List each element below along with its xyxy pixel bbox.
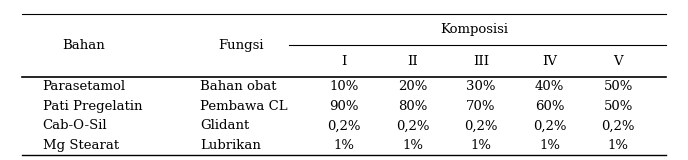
Text: I: I (341, 55, 347, 68)
Text: Bahan: Bahan (62, 39, 105, 52)
Text: 90%: 90% (330, 100, 358, 113)
Text: II: II (407, 55, 418, 68)
Text: 1%: 1% (402, 139, 423, 152)
Text: 20%: 20% (398, 80, 427, 93)
Text: Cab-O-Sil: Cab-O-Sil (43, 120, 107, 132)
Text: 1%: 1% (334, 139, 354, 152)
Text: Mg Stearat: Mg Stearat (43, 139, 118, 152)
Text: Fungsi: Fungsi (219, 39, 264, 52)
Text: 40%: 40% (535, 80, 564, 93)
Text: Komposisi: Komposisi (440, 23, 508, 36)
Text: 0,2%: 0,2% (464, 120, 498, 132)
Text: Glidant: Glidant (200, 120, 249, 132)
Text: 0,2%: 0,2% (327, 120, 361, 132)
Text: 1%: 1% (471, 139, 491, 152)
Text: 0,2%: 0,2% (396, 120, 429, 132)
Text: 80%: 80% (398, 100, 427, 113)
Text: 30%: 30% (466, 80, 496, 93)
Text: V: V (613, 55, 623, 68)
Text: Parasetamol: Parasetamol (43, 80, 126, 93)
Text: 10%: 10% (330, 80, 358, 93)
Text: IV: IV (542, 55, 557, 68)
Text: 1%: 1% (539, 139, 560, 152)
Text: 70%: 70% (466, 100, 496, 113)
Text: 50%: 50% (603, 100, 633, 113)
Text: Lubrikan: Lubrikan (200, 139, 261, 152)
Text: 60%: 60% (535, 100, 564, 113)
Text: 50%: 50% (603, 80, 633, 93)
Text: Bahan obat: Bahan obat (200, 80, 277, 93)
Text: 1%: 1% (608, 139, 629, 152)
Text: III: III (473, 55, 489, 68)
Text: Pati Pregelatin: Pati Pregelatin (43, 100, 142, 113)
Text: 0,2%: 0,2% (601, 120, 635, 132)
Text: 0,2%: 0,2% (533, 120, 566, 132)
Text: Pembawa CL: Pembawa CL (200, 100, 288, 113)
